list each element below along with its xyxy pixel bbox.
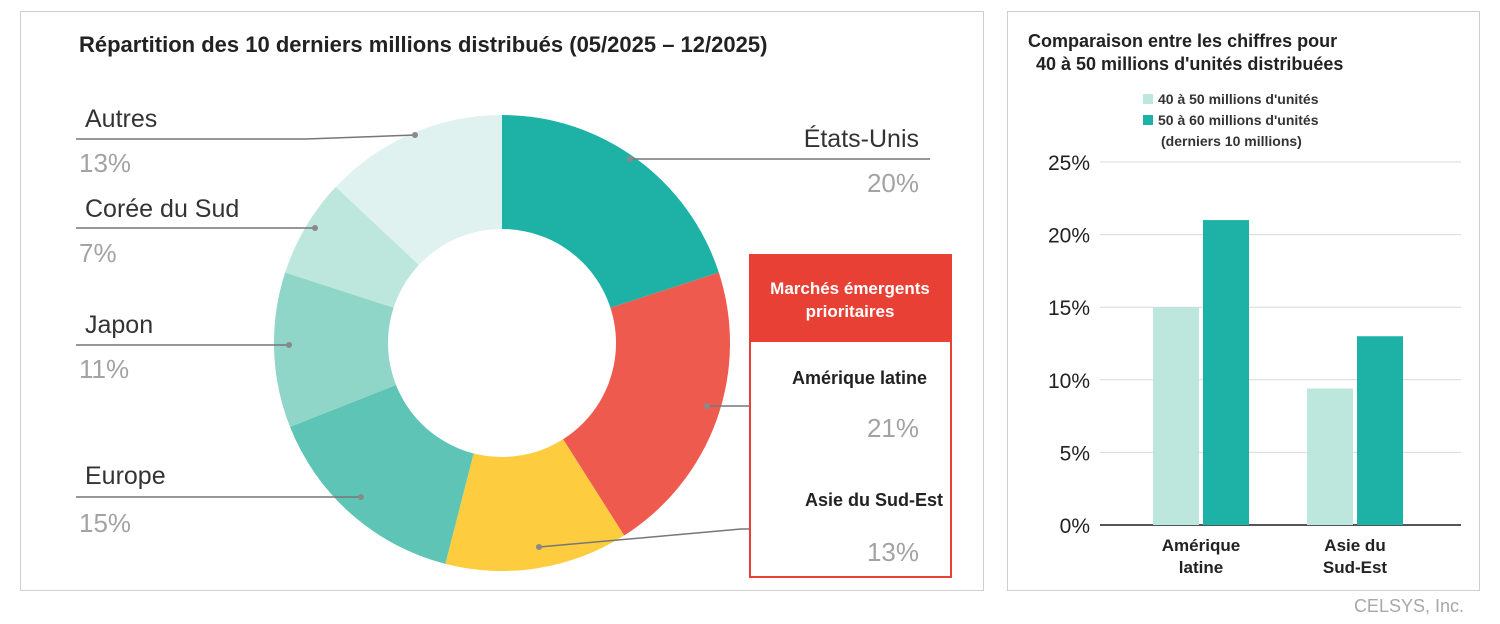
y-tick-label: 0%	[1060, 515, 1090, 538]
x-category-label: Sud-Est	[1323, 558, 1388, 577]
x-category-label: Amérique	[1162, 536, 1240, 555]
donut-chart: Répartition des 10 derniers millions dis…	[76, 32, 952, 578]
legend-swatch-series-2	[1143, 115, 1153, 125]
leader-dot-europe	[358, 494, 364, 500]
leader-dot-japon	[286, 342, 292, 348]
y-tick-label: 10%	[1048, 370, 1090, 393]
value-japon: 11%	[79, 354, 129, 384]
leader-line-autres	[76, 134, 416, 140]
y-tick-label: 25%	[1048, 152, 1090, 175]
bar-series-1-asie-sud-est	[1307, 388, 1353, 525]
bar-series-1-amerique-latine	[1153, 307, 1199, 525]
leader-dot-autres	[412, 132, 418, 138]
emerging-markets-header	[750, 255, 951, 342]
value-amerique-latine: 21%	[867, 413, 919, 443]
label-europe: Europe	[85, 462, 166, 490]
x-category-label: latine	[1179, 558, 1223, 577]
legend-label-series-1: 40 à 50 millions d'unités	[1158, 91, 1319, 107]
label-coree-du-sud: Corée du Sud	[85, 195, 239, 223]
y-tick-label: 20%	[1048, 225, 1090, 248]
label-amerique-latine: Amérique latine	[792, 368, 927, 388]
y-tick-label: 5%	[1060, 442, 1090, 465]
label-autres: Autres	[85, 105, 157, 133]
donut-chart-title: Répartition des 10 derniers millions dis…	[79, 32, 767, 57]
footer-credit: CELSYS, Inc.	[1353, 596, 1464, 616]
value-etats-unis: 20%	[867, 168, 919, 198]
legend-label-series-2-line2: (derniers 10 millions)	[1161, 133, 1302, 149]
donut-hole	[388, 229, 616, 457]
bar-chart-title-line1: Comparaison entre les chiffres pour	[1028, 31, 1337, 51]
value-autres: 13%	[79, 148, 131, 178]
label-etats-unis: États-Unis	[804, 124, 919, 153]
emerging-markets-title-line2: prioritaires	[806, 302, 895, 321]
legend-swatch-series-1	[1143, 94, 1153, 104]
leader-dot-asie-sud-est	[536, 544, 542, 550]
value-coree-du-sud: 7%	[79, 238, 117, 268]
value-europe: 15%	[79, 508, 131, 538]
bar-series-2-amerique-latine	[1203, 220, 1249, 525]
label-japon: Japon	[85, 311, 153, 339]
bar-chart: Comparaison entre les chiffres pour 40 à…	[1028, 31, 1461, 577]
x-category-label: Asie du	[1324, 536, 1385, 555]
slice-japon	[274, 272, 502, 427]
bar-chart-title-line2: 40 à 50 millions d'unités distribuées	[1036, 54, 1343, 74]
emerging-markets-title-line1: Marchés émergents	[770, 279, 930, 298]
y-tick-label: 15%	[1048, 297, 1090, 320]
leader-dot-coree-du-sud	[312, 225, 318, 231]
label-asie-sud-est: Asie du Sud-Est	[805, 490, 943, 510]
leader-dot-etats-unis	[627, 156, 633, 162]
value-asie-sud-est: 13%	[867, 537, 919, 567]
bar-series-2-asie-sud-est	[1357, 336, 1403, 525]
leader-dot-amerique-latine	[704, 403, 710, 409]
legend-label-series-2-line1: 50 à 60 millions d'unités	[1158, 112, 1319, 128]
bar-chart-panel: Comparaison entre les chiffres pour 40 à…	[1007, 11, 1480, 591]
donut-chart-panel: Répartition des 10 derniers millions dis…	[20, 11, 984, 591]
